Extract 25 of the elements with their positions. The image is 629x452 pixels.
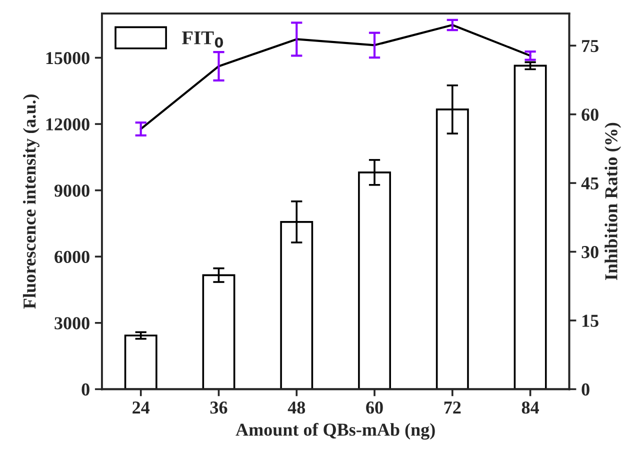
x-tick-label: 48: [288, 402, 306, 414]
y-tick-label: 3000: [54, 317, 90, 330]
x-tick-label: 24: [132, 402, 150, 414]
legend-label: FIT$_{0}$: [182, 31, 224, 48]
y-tick-label: 12000: [46, 118, 90, 130]
y2-tick-label: 45: [581, 177, 598, 190]
y-tick-label: 15000: [46, 52, 90, 64]
y2-tick-label: 60: [582, 108, 598, 121]
y-tick-label: 6000: [54, 250, 90, 264]
y2-axis-title: Inhibition Ratio (%): [604, 122, 622, 280]
bar: [124, 334, 158, 390]
x-tick-label: 72: [444, 402, 461, 414]
y-tick-label: 9000: [54, 184, 90, 197]
y-tick-label: 0: [82, 383, 90, 396]
line-series: [140, 24, 532, 130]
y-axis-title: Fluorescence intensity (a.u.): [22, 94, 40, 309]
x-axis-title: Amount of QBs-mAb (ng): [236, 422, 435, 440]
y2-tick-label: 30: [582, 246, 598, 258]
x-tick-label: 36: [210, 402, 228, 414]
x-tick-label: 60: [366, 402, 383, 414]
x-tick-label: 84: [522, 402, 539, 414]
y2-tick-label: 15: [582, 314, 598, 327]
y2-tick-label: 0: [582, 383, 590, 396]
bar: [514, 64, 547, 390]
y2-tick-label: 75: [582, 40, 598, 52]
